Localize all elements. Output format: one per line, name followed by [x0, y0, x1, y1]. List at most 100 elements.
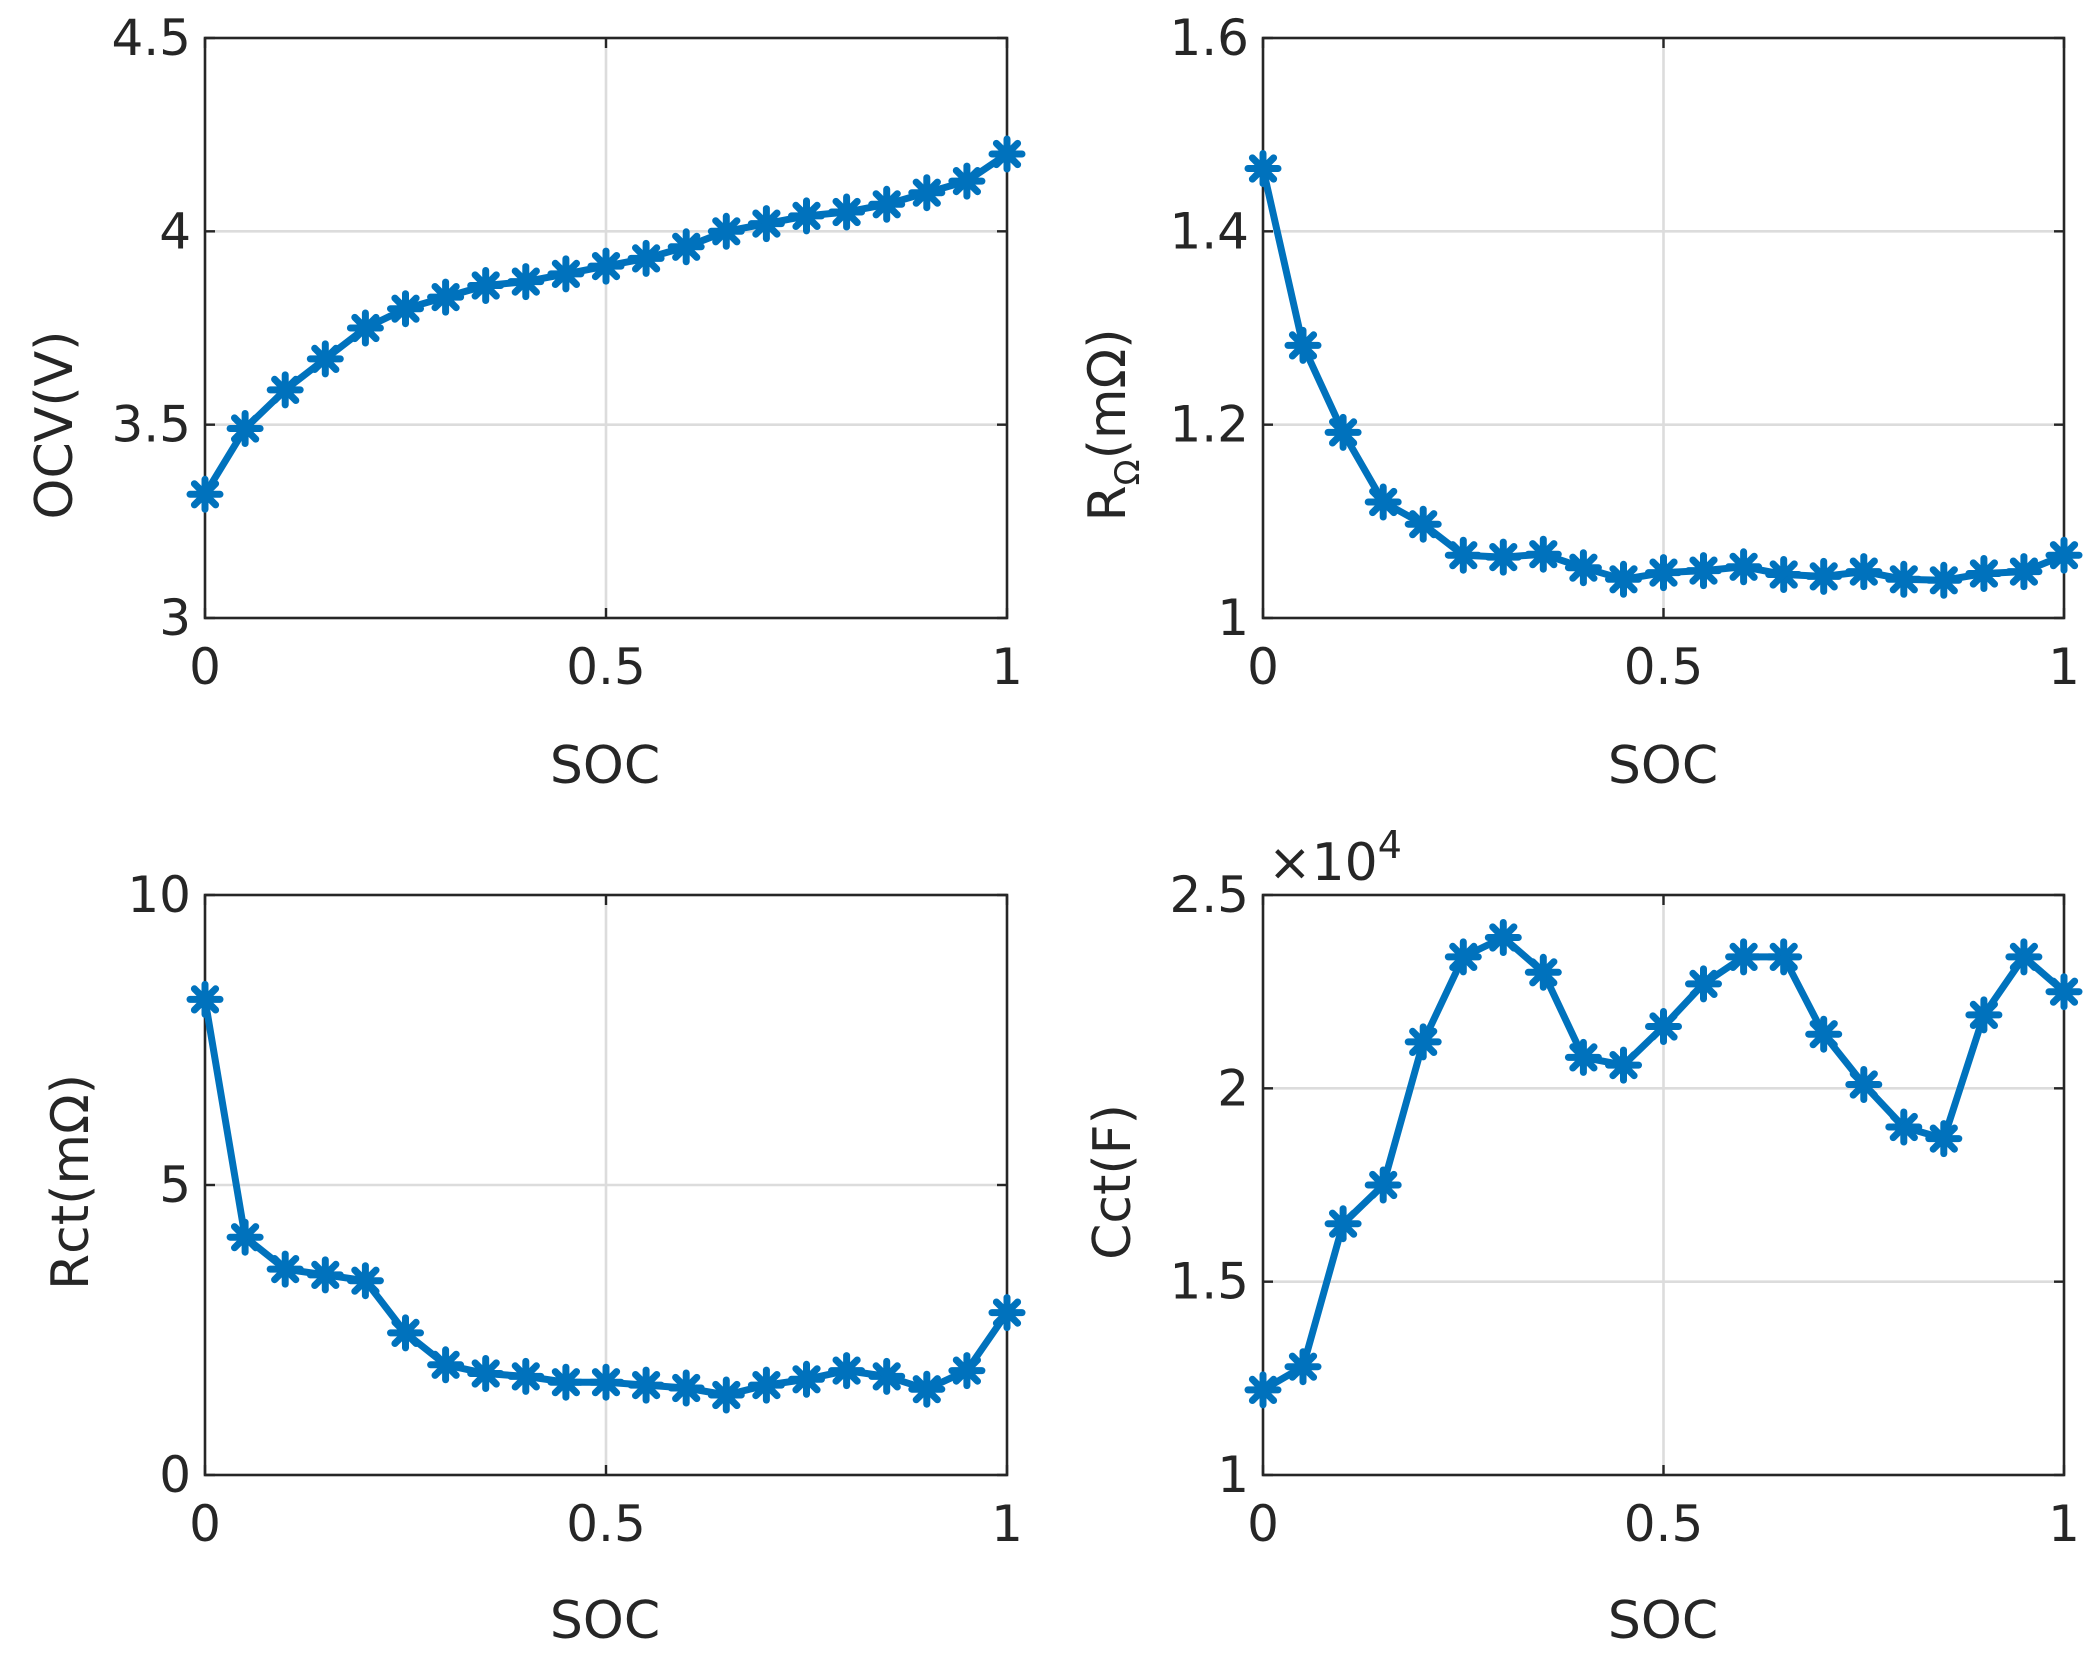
- r-ohm-data-point-2: [1324, 413, 1362, 451]
- rct-data-point-10: [587, 1363, 625, 1401]
- rct-data-point-17: [868, 1357, 906, 1395]
- cct-data-point-11: [1685, 965, 1722, 1003]
- cct-data-point-13: [1765, 938, 1803, 976]
- cct-xtick-label-1: 0.5: [1624, 1495, 1704, 1553]
- cct-exponent-base: ×10: [1268, 833, 1378, 893]
- rct-data-point-12: [667, 1369, 705, 1407]
- rct-data-point-19: [948, 1352, 986, 1390]
- ocv-data-point-7: [467, 267, 505, 304]
- rct-data-point-13: [707, 1376, 745, 1414]
- rct-data-point-4: [346, 1262, 384, 1300]
- ocv-data-point-17: [868, 185, 906, 223]
- rct-ylabel: Rct(mΩ): [41, 1074, 101, 1290]
- rct-ytick-label-2: 10: [127, 866, 191, 924]
- rct-data-point-1: [226, 1218, 264, 1256]
- rct-data-point-3: [306, 1256, 344, 1294]
- ocv-data-point-14: [747, 205, 785, 243]
- ocv-data-point-4: [346, 309, 384, 347]
- ocv-xlabel: SOC: [550, 736, 660, 796]
- ocv-data-point-0: [186, 475, 224, 513]
- r-ohm-ytick-label-0: 1: [1217, 589, 1249, 647]
- r-ohm-data-point-0: [1244, 150, 1282, 187]
- r-ohm-data-point-10: [1645, 554, 1682, 592]
- ocv-data-point-13: [707, 212, 745, 250]
- rct-data-point-11: [627, 1366, 665, 1404]
- r-ohm-data-point-14: [1805, 557, 1843, 595]
- r-ohm-ytick-label-1: 1.2: [1169, 396, 1249, 454]
- cct-ytick-label-0: 1: [1217, 1446, 1249, 1504]
- cct-data-point-7: [1524, 953, 1562, 991]
- cct-data-point-4: [1404, 1023, 1442, 1061]
- rct-data-point-9: [547, 1363, 585, 1401]
- ocv-data-point-10: [587, 247, 625, 285]
- cct-ytick-label-1: 1.5: [1169, 1253, 1249, 1311]
- cct-xtick-label-0: 0: [1247, 1495, 1279, 1553]
- cct-data-point-1: [1284, 1348, 1322, 1386]
- r-ohm-data-point-11: [1685, 552, 1722, 590]
- cct-xtick-label-2: 1: [2048, 1495, 2080, 1553]
- r-ohm-data-point-4: [1404, 505, 1442, 543]
- ocv-data-point-12: [667, 228, 705, 266]
- r-ohm-data-point-1: [1284, 326, 1322, 364]
- r-ohm-data-point-12: [1725, 548, 1763, 586]
- cct-ylabel: Cct(F): [1083, 1104, 1143, 1260]
- ocv-data-point-2: [266, 371, 304, 409]
- rct-xtick-label-0: 0: [189, 1495, 221, 1553]
- r-ohm-data-point-5: [1444, 536, 1482, 574]
- cct-ytick-label-2: 2: [1217, 1059, 1249, 1117]
- cct-xlabel: SOC: [1608, 1591, 1718, 1651]
- ocv-data-point-5: [387, 290, 424, 328]
- cct-data-point-3: [1364, 1166, 1402, 1204]
- cct-data-point-20: [2045, 973, 2083, 1011]
- cct-exponent-power: 4: [1378, 823, 1402, 867]
- rct-xtick-label-2: 1: [991, 1495, 1023, 1553]
- r-ohm-data-point-20: [2045, 536, 2083, 574]
- rct-data-point-6: [427, 1346, 465, 1384]
- rct-xtick-label-1: 0.5: [566, 1495, 646, 1553]
- cct-data-point-14: [1805, 1015, 1843, 1053]
- ocv-ytick-label-1: 3.5: [111, 396, 191, 454]
- cct-ytick-label-3: 2.5: [1169, 866, 1249, 924]
- rct-data-point-16: [828, 1352, 866, 1390]
- ocv-xtick-label-0: 0: [189, 638, 221, 696]
- cct-data-point-10: [1645, 1008, 1682, 1045]
- r-ohm-data-point-8: [1564, 549, 1602, 587]
- rct-data-point-8: [507, 1357, 545, 1395]
- ocv-data-point-6: [427, 278, 465, 316]
- ocv-ylabel: OCV(V): [25, 331, 85, 520]
- cct-data-point-0: [1244, 1371, 1282, 1409]
- r-ohm-data-point-7: [1524, 535, 1562, 573]
- cct-exponent-label: ×104: [1268, 823, 1402, 893]
- cct-data-point-8: [1564, 1038, 1602, 1076]
- r-ohm-data-point-13: [1765, 556, 1803, 593]
- r-ohm-ytick-label-3: 1.6: [1169, 9, 1249, 67]
- cct-data-point-15: [1845, 1066, 1883, 1103]
- ocv-xtick-label-1: 0.5: [566, 638, 646, 696]
- rct-data-point-2: [266, 1250, 304, 1288]
- cct-data-point-12: [1725, 938, 1763, 976]
- rct-data-point-5: [387, 1314, 424, 1352]
- r-ohm-data-point-18: [1965, 555, 2003, 592]
- rct-data-point-14: [747, 1366, 785, 1404]
- cct-data-point-19: [2005, 938, 2043, 976]
- r-ohm-data-point-3: [1364, 483, 1402, 521]
- r-ohm-xtick-label-2: 1: [2048, 638, 2080, 696]
- ocv-ytick-label-3: 4.5: [111, 9, 191, 67]
- ocv-data-point-9: [547, 255, 585, 293]
- rct-xlabel: SOC: [550, 1591, 660, 1651]
- r-ohm-ylabel-unit: (mΩ): [1078, 328, 1138, 459]
- ocv-data-point-11: [627, 239, 665, 277]
- ocv-panel: OCV(V) SOC 0 0.5 1 3 3.5 4 4.5: [25, 9, 1026, 796]
- cct-data-point-17: [1925, 1120, 1963, 1158]
- r-ohm-ylabel-main: R: [1078, 485, 1138, 521]
- ocv-ytick-label-0: 3: [159, 589, 191, 647]
- rct-data-point-0: [186, 980, 224, 1018]
- cct-data-point-16: [1885, 1108, 1923, 1146]
- ocv-data-point-3: [306, 340, 344, 378]
- rct-data-point-18: [908, 1370, 946, 1408]
- r-ohm-data-point-17: [1925, 561, 1963, 599]
- rct-ytick-label-0: 0: [159, 1446, 191, 1504]
